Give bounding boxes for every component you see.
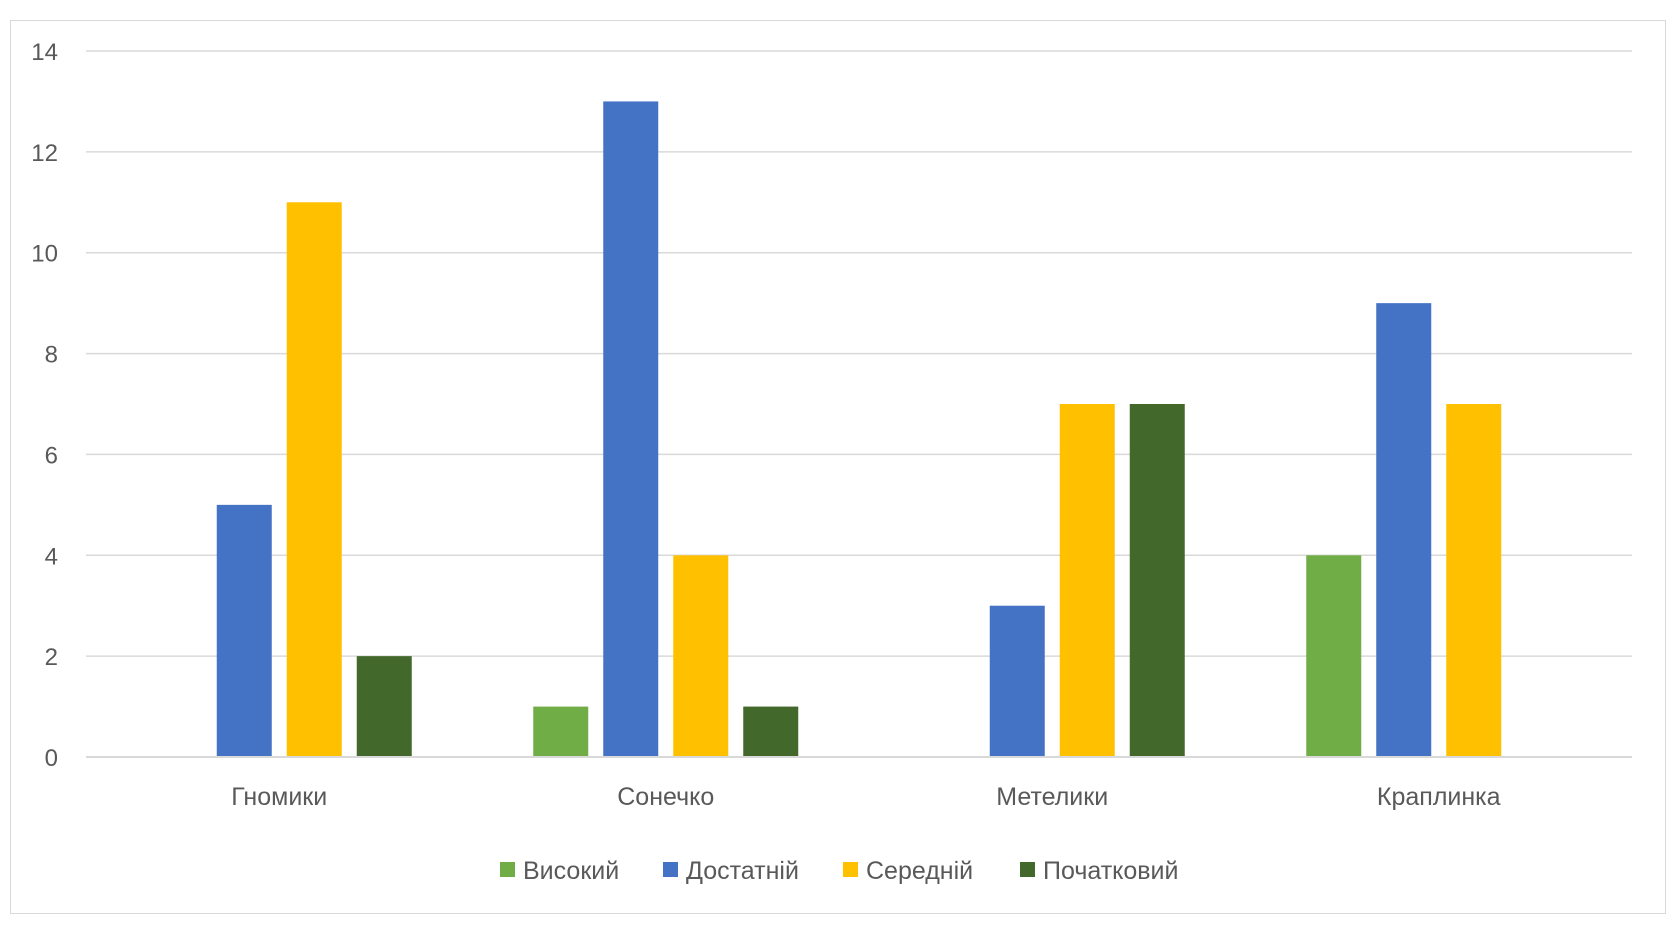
bar-1-3 bbox=[743, 706, 799, 757]
y-tick-label: 2 bbox=[45, 644, 58, 671]
bar-2-2 bbox=[1059, 404, 1115, 757]
bar-2-1 bbox=[989, 605, 1045, 757]
x-category-label: Краплинка bbox=[1377, 783, 1501, 811]
y-tick-label: 4 bbox=[45, 543, 58, 570]
bar-2-3 bbox=[1129, 404, 1185, 757]
legend-label: Середній bbox=[866, 857, 973, 885]
legend-swatch-2 bbox=[843, 862, 858, 877]
legend-label: Початковий bbox=[1043, 857, 1179, 885]
y-tick-label: 0 bbox=[45, 745, 58, 772]
bar-1-2 bbox=[673, 555, 729, 757]
y-tick-label: 12 bbox=[31, 140, 58, 167]
legend-swatch-3 bbox=[1020, 862, 1035, 877]
legend-swatch-1 bbox=[663, 862, 678, 877]
x-category-label: Гномики bbox=[231, 783, 327, 811]
bar-1-0 bbox=[533, 706, 589, 757]
y-tick-label: 10 bbox=[31, 241, 58, 268]
bar-0-2 bbox=[286, 202, 342, 758]
bar-3-2 bbox=[1446, 404, 1502, 757]
x-category-label: Метелики bbox=[996, 783, 1108, 811]
y-tick-label: 6 bbox=[45, 442, 58, 469]
axes: 0 2 4 6 8 10 12 14 Гномики Сонечко Метелики Краплин… bbox=[31, 39, 1632, 811]
legend-swatch-0 bbox=[500, 862, 515, 877]
legend-label: Достатній bbox=[686, 857, 799, 885]
y-tick-label: 8 bbox=[45, 342, 58, 369]
bar-1-1 bbox=[603, 101, 659, 757]
bar-0-3 bbox=[356, 656, 412, 757]
legend: Високий Достатній Середній Початковий bbox=[500, 857, 1179, 885]
bar-3-0 bbox=[1306, 555, 1362, 757]
x-category-label: Сонечко bbox=[617, 783, 714, 811]
bars bbox=[216, 101, 1502, 758]
legend-label: Високий bbox=[523, 857, 619, 885]
bar-0-1 bbox=[216, 504, 272, 757]
bar-3-1 bbox=[1376, 303, 1432, 757]
y-tick-label: 14 bbox=[31, 39, 58, 66]
